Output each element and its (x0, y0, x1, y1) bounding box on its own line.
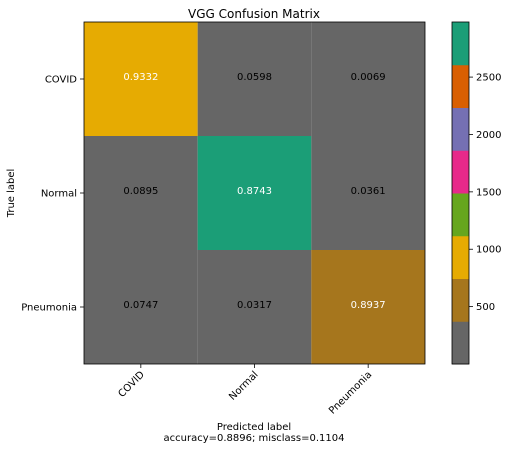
colorbar-segment (452, 193, 469, 237)
x-tick-label: Normal (227, 369, 260, 402)
cell-value-label: 0.0895 (123, 186, 158, 197)
matrix-cell (197, 250, 312, 364)
colorbar-segment (452, 107, 469, 151)
colorbar-tick-label: 2000 (476, 130, 501, 141)
cell-value-label: 0.0361 (351, 186, 386, 197)
colorbar-segment (452, 150, 469, 194)
y-tick-label: Normal (41, 189, 77, 200)
colorbar-frame (451, 21, 470, 365)
matrix-cell (84, 250, 198, 364)
x-axis-label: Predicted label (217, 422, 291, 433)
colorbar-segment (452, 64, 469, 108)
matrix-cell (311, 22, 425, 136)
matrix-cells: 0.9332 0.0598 0.0069 0.0895 0.8743 0.0361 0.07… (84, 22, 425, 364)
cell-value-label: 0.0317 (237, 300, 272, 311)
y-axis-label: True label (6, 169, 17, 219)
x-tick-label: COVID (116, 369, 147, 400)
colorbar-segment (452, 22, 469, 66)
colorbar-tick-label: 500 (476, 302, 495, 313)
y-axis-ticks: COVID Normal Pneumonia (21, 75, 84, 314)
chart-title: VGG Confusion Matrix (188, 7, 320, 21)
colorbar-tick-label: 1000 (476, 245, 501, 256)
matrix-cell (84, 22, 198, 136)
y-tick-label: Pneumonia (21, 303, 77, 314)
x-axis-ticks: COVID Normal Pneumonia (116, 364, 374, 417)
cell-value-label: 0.9332 (123, 72, 158, 83)
colorbar (452, 22, 469, 365)
colorbar-segment (452, 278, 469, 322)
colorbar-segment (452, 321, 469, 365)
cell-value-label: 0.8743 (237, 186, 272, 197)
x-tick-label: Pneumonia (327, 369, 374, 416)
matrix-cell (311, 250, 425, 364)
colorbar-tick-label: 2500 (476, 73, 501, 84)
x-axis-summary: accuracy=0.8896; misclass=0.1104 (164, 433, 345, 444)
matrix-cell (197, 136, 312, 250)
matrix-cell (197, 22, 312, 136)
cell-value-label: 0.0747 (123, 300, 158, 311)
cell-value-label: 0.0598 (237, 72, 272, 83)
colorbar-tick-label: 1500 (476, 187, 501, 198)
colorbar-segment (452, 235, 469, 279)
y-tick-label: COVID (45, 75, 77, 86)
cell-value-label: 0.8937 (351, 300, 386, 311)
colorbar-ticks: 500 1000 1500 2000 2500 (469, 73, 501, 313)
matrix-cell (84, 136, 198, 250)
matrix-cell (311, 136, 425, 250)
cell-value-label: 0.0069 (351, 72, 386, 83)
